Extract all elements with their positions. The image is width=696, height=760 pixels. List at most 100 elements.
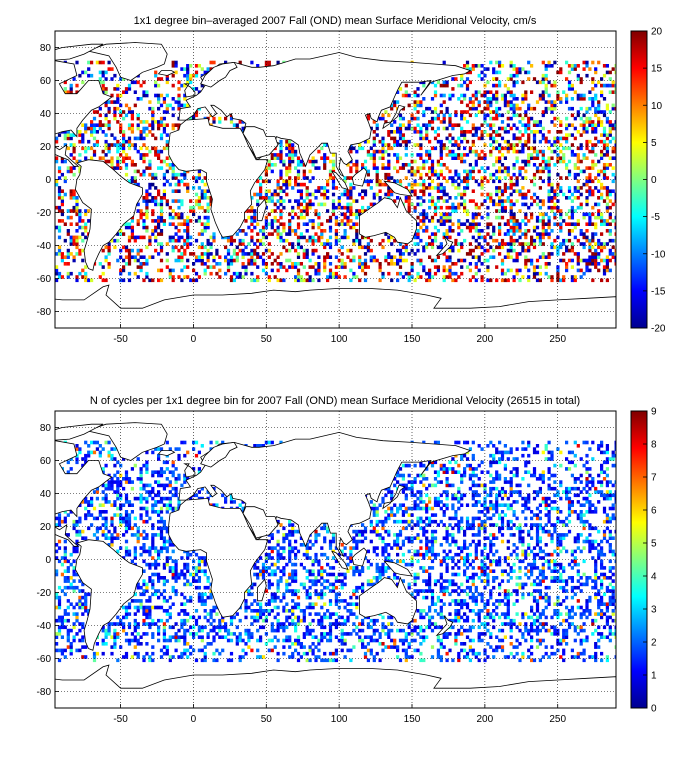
data-cell bbox=[486, 196, 490, 200]
data-cell bbox=[154, 566, 158, 570]
data-cell bbox=[498, 209, 502, 213]
data-cell bbox=[177, 477, 181, 481]
data-cell bbox=[524, 255, 528, 259]
data-cell bbox=[66, 130, 70, 134]
data-cell bbox=[334, 255, 339, 259]
data-cell bbox=[492, 163, 496, 167]
data-cell bbox=[63, 552, 67, 557]
data-cell bbox=[157, 519, 161, 524]
data-cell bbox=[142, 546, 146, 550]
data-cell bbox=[460, 77, 464, 81]
data-cell bbox=[270, 599, 274, 603]
data-cell bbox=[541, 60, 545, 65]
data-cell bbox=[136, 457, 140, 461]
data-cell bbox=[372, 192, 376, 197]
data-cell bbox=[55, 635, 59, 639]
data-cell bbox=[189, 199, 193, 203]
data-cell bbox=[597, 116, 601, 121]
data-cell bbox=[63, 592, 67, 597]
data-cell bbox=[314, 166, 318, 170]
data-cell bbox=[538, 130, 543, 134]
data-cell bbox=[457, 153, 461, 157]
data-cell bbox=[145, 212, 149, 217]
data-cell bbox=[110, 457, 114, 461]
data-cell bbox=[159, 576, 164, 580]
data-cell bbox=[416, 153, 420, 157]
data-cell bbox=[224, 628, 228, 633]
data-cell bbox=[177, 503, 181, 507]
data-cell bbox=[433, 238, 438, 243]
data-cell bbox=[203, 268, 207, 273]
data-cell bbox=[594, 222, 598, 226]
data-cell bbox=[229, 116, 234, 121]
data-cell bbox=[495, 100, 499, 104]
data-cell bbox=[75, 238, 79, 243]
data-cell bbox=[565, 123, 569, 127]
data-cell bbox=[200, 486, 204, 491]
data-cell bbox=[78, 73, 82, 78]
data-cell bbox=[565, 97, 569, 101]
data-cell bbox=[398, 113, 403, 118]
data-cell bbox=[372, 202, 376, 207]
data-cell bbox=[162, 496, 167, 501]
data-cell bbox=[597, 100, 601, 104]
data-cell bbox=[200, 205, 204, 210]
data-cell bbox=[186, 599, 190, 603]
data-cell bbox=[387, 252, 391, 256]
data-cell bbox=[174, 189, 178, 193]
data-cell bbox=[477, 73, 481, 78]
data-cell bbox=[171, 209, 175, 213]
data-cell bbox=[142, 605, 146, 610]
data-cell bbox=[110, 536, 114, 540]
data-cell bbox=[559, 143, 563, 147]
data-cell bbox=[267, 552, 271, 557]
data-cell bbox=[154, 235, 158, 240]
data-cell bbox=[291, 146, 295, 151]
data-cell bbox=[579, 97, 583, 101]
data-cell bbox=[273, 163, 277, 167]
data-cell bbox=[311, 163, 315, 167]
data-cell bbox=[127, 110, 132, 114]
data-cell bbox=[492, 77, 496, 81]
data-cell bbox=[119, 268, 123, 273]
data-cell bbox=[480, 182, 484, 187]
data-cell bbox=[60, 275, 65, 279]
data-cell bbox=[75, 447, 79, 451]
data-cell bbox=[238, 238, 242, 243]
data-cell bbox=[358, 209, 362, 213]
data-cell bbox=[259, 556, 263, 560]
data-cell bbox=[87, 67, 91, 71]
data-cell bbox=[206, 202, 210, 207]
data-cell bbox=[180, 83, 184, 88]
data-cell bbox=[413, 169, 417, 174]
data-cell bbox=[229, 238, 234, 243]
data-cell bbox=[605, 83, 610, 88]
data-cell bbox=[171, 97, 175, 101]
data-cell bbox=[180, 609, 184, 613]
data-cell bbox=[567, 222, 572, 226]
data-cell bbox=[139, 172, 143, 177]
data-cell bbox=[78, 252, 82, 256]
data-cell bbox=[264, 192, 269, 197]
data-cell bbox=[165, 460, 169, 465]
data-cell bbox=[116, 533, 120, 537]
data-cell bbox=[433, 186, 438, 190]
data-cell bbox=[448, 229, 452, 233]
data-cell bbox=[460, 133, 464, 137]
data-cell bbox=[468, 100, 473, 104]
data-cell bbox=[451, 123, 455, 127]
data-cell bbox=[565, 146, 569, 151]
data-cell bbox=[189, 651, 193, 656]
data-cell bbox=[393, 130, 397, 134]
data-cell bbox=[122, 245, 126, 250]
data-cell bbox=[130, 123, 135, 127]
data-cell bbox=[69, 83, 73, 88]
data-cell bbox=[212, 618, 216, 623]
data-cell bbox=[151, 592, 155, 597]
data-cell bbox=[95, 496, 100, 501]
data-cell bbox=[448, 255, 452, 259]
data-cell bbox=[122, 265, 126, 269]
data-cell bbox=[244, 605, 248, 610]
data-cell bbox=[142, 143, 146, 147]
data-cell bbox=[460, 113, 464, 118]
